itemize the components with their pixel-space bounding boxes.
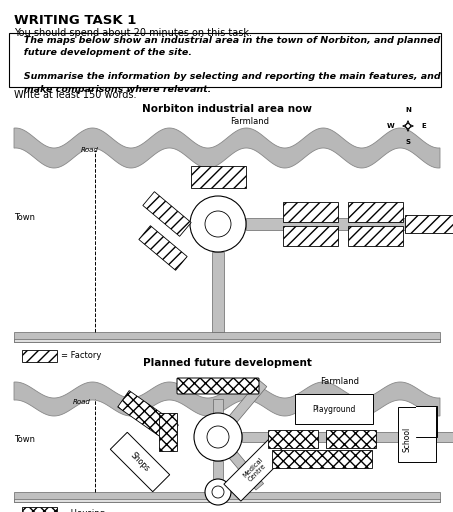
Bar — [14, 339, 440, 342]
Bar — [268, 430, 318, 448]
Bar — [212, 252, 224, 332]
Bar — [214, 380, 267, 440]
Text: = Housing: = Housing — [61, 508, 105, 512]
Text: Write at least 150 words.: Write at least 150 words. — [14, 90, 136, 100]
Polygon shape — [14, 128, 440, 168]
Bar — [191, 166, 246, 188]
Text: You should spend about 20 minutes on this task.: You should spend about 20 minutes on thi… — [14, 28, 252, 38]
Circle shape — [207, 426, 229, 448]
Circle shape — [190, 196, 246, 252]
Circle shape — [212, 486, 224, 498]
Text: The maps below show an industrial area in the town of Norbiton, and planned
   f: The maps below show an industrial area i… — [14, 36, 441, 94]
Bar — [295, 394, 373, 424]
Text: School: School — [403, 427, 411, 452]
FancyBboxPatch shape — [9, 33, 441, 87]
Bar — [242, 432, 453, 442]
Bar — [246, 218, 453, 230]
Bar — [143, 191, 191, 237]
Bar — [14, 499, 440, 502]
Text: Medical
Centre: Medical Centre — [241, 456, 269, 484]
Text: Town: Town — [14, 436, 35, 444]
Bar — [398, 407, 436, 462]
Text: WRITING TASK 1: WRITING TASK 1 — [14, 14, 136, 27]
Bar — [14, 332, 440, 342]
Text: = Factory: = Factory — [61, 352, 101, 360]
Text: Road: Road — [81, 147, 99, 153]
Circle shape — [205, 479, 231, 505]
Bar — [22, 350, 57, 362]
Text: Farmland: Farmland — [321, 377, 360, 387]
Bar — [416, 406, 437, 437]
Bar — [213, 399, 223, 413]
Text: Norbiton industrial area now: Norbiton industrial area now — [142, 104, 312, 114]
Text: Planned future development: Planned future development — [143, 358, 312, 368]
Circle shape — [205, 211, 231, 237]
Bar — [224, 438, 287, 501]
Bar — [347, 202, 403, 222]
Text: S: S — [405, 139, 410, 145]
Bar — [110, 432, 170, 492]
Bar — [139, 226, 187, 270]
Bar — [272, 450, 372, 468]
Text: Playground: Playground — [312, 404, 356, 414]
Text: E: E — [421, 123, 426, 129]
Bar — [283, 202, 337, 222]
Bar — [214, 434, 264, 490]
Bar — [118, 391, 178, 441]
Bar — [14, 492, 440, 502]
Text: W: W — [387, 123, 395, 129]
Bar — [347, 226, 403, 246]
Bar — [22, 507, 57, 512]
Bar — [213, 461, 223, 479]
Text: Town: Town — [14, 212, 35, 222]
Text: Road: Road — [73, 399, 91, 405]
Bar — [159, 413, 177, 451]
Text: Farmland: Farmland — [231, 117, 270, 126]
Bar — [405, 215, 453, 233]
Polygon shape — [14, 382, 440, 416]
Bar — [416, 407, 436, 437]
Bar — [326, 430, 376, 448]
Text: Shops: Shops — [129, 451, 151, 474]
Bar — [283, 226, 337, 246]
FancyBboxPatch shape — [177, 378, 259, 394]
Text: N: N — [405, 107, 411, 113]
Circle shape — [194, 413, 242, 461]
